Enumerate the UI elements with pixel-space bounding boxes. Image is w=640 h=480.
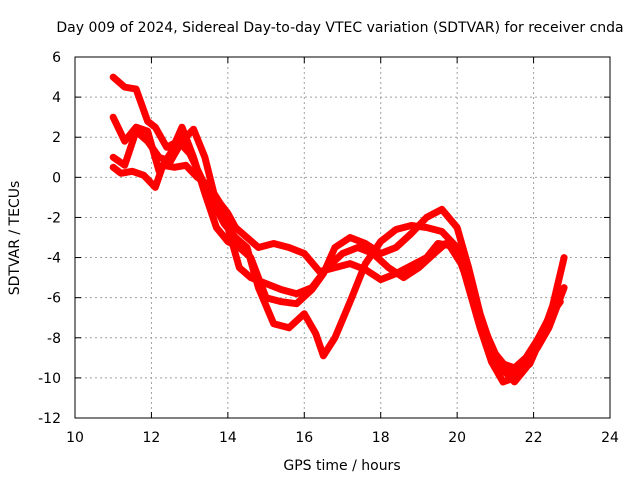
x-tick-label: 20: [448, 430, 466, 446]
x-tick-label: 12: [143, 430, 161, 446]
y-tick-label: -12: [38, 411, 61, 427]
y-tick-label: 4: [52, 90, 61, 106]
y-tick-label: -4: [47, 251, 61, 267]
x-tick-label: 10: [66, 430, 84, 446]
x-tick-label: 16: [295, 430, 313, 446]
y-tick-label: 0: [52, 170, 61, 186]
y-tick-label: -2: [47, 210, 61, 226]
y-tick-label: -6: [47, 291, 61, 307]
plot-frame: [74, 56, 611, 419]
x-tick-label: 18: [372, 430, 390, 446]
series-track-1: [109, 73, 568, 386]
x-tick-label: 22: [525, 430, 543, 446]
data-series: [109, 73, 568, 386]
y-tick-label: -8: [47, 331, 61, 347]
x-tick-label: 24: [601, 430, 619, 446]
x-tick-label: 14: [219, 430, 237, 446]
y-tick-label: 2: [52, 130, 61, 146]
y-tick-label: 6: [52, 50, 61, 66]
chart-title: Day 009 of 2024, Sidereal Day-to-day VTE…: [56, 20, 623, 36]
y-axis-label: SDTVAR / TECUs: [7, 181, 23, 296]
x-axis-label: GPS time / hours: [283, 458, 400, 474]
y-tick-label: -10: [38, 371, 61, 387]
series-track-4: [109, 161, 568, 378]
